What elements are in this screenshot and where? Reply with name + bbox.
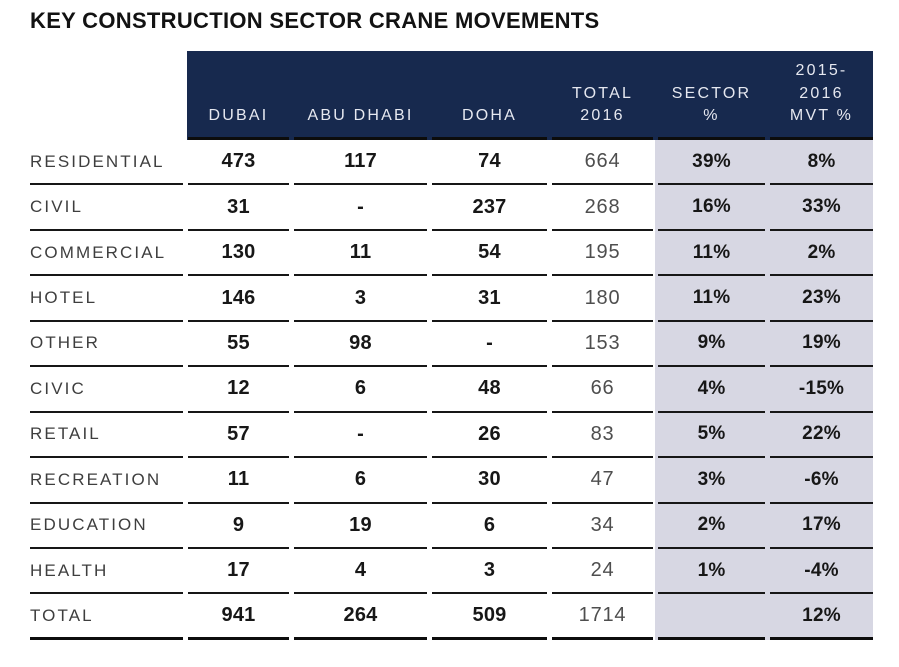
- value-mvt-pct: 22%: [770, 413, 873, 459]
- col-header-doha: DOHA: [432, 51, 547, 140]
- value-sector-pct: 11%: [658, 276, 765, 322]
- value-total-2016: 24: [552, 549, 653, 595]
- value-abu-dhabi: 4: [294, 549, 427, 595]
- col-header-abu-dhabi: ABU DHABI: [294, 51, 427, 140]
- value-total-2016: 1714: [552, 594, 653, 640]
- value-mvt-pct: 33%: [770, 185, 873, 231]
- crane-table: DUBAI ABU DHABI DOHA TOTAL 2016 SECTOR %…: [30, 51, 873, 640]
- value-sector-pct: 2%: [658, 504, 765, 549]
- value-mvt-pct: 23%: [770, 276, 873, 322]
- value-abu-dhabi: -: [294, 413, 427, 459]
- sector-label: TOTAL: [30, 594, 183, 640]
- value-mvt-pct: 2%: [770, 231, 873, 277]
- value-abu-dhabi: 3: [294, 276, 427, 322]
- value-abu-dhabi: 98: [294, 322, 427, 368]
- value-doha: 31: [432, 276, 547, 322]
- value-total-2016: 153: [552, 322, 653, 368]
- value-mvt-pct: -15%: [770, 367, 873, 413]
- sector-label: OTHER: [30, 322, 183, 368]
- value-mvt-pct: 12%: [770, 594, 873, 640]
- col-header-mvt-pct: 2015- 2016 MVT %: [770, 51, 873, 140]
- value-abu-dhabi: -: [294, 185, 427, 231]
- col-header-dubai: DUBAI: [188, 51, 289, 140]
- value-abu-dhabi: 117: [294, 140, 427, 186]
- value-dubai: 473: [188, 140, 289, 186]
- value-abu-dhabi: 264: [294, 594, 427, 640]
- value-total-2016: 34: [552, 504, 653, 549]
- value-total-2016: 180: [552, 276, 653, 322]
- sector-label: HOTEL: [30, 276, 183, 322]
- header-band: [187, 51, 873, 140]
- value-dubai: 55: [188, 322, 289, 368]
- value-doha: -: [432, 322, 547, 368]
- value-doha: 48: [432, 367, 547, 413]
- value-abu-dhabi: 11: [294, 231, 427, 277]
- value-sector-pct: 3%: [658, 458, 765, 504]
- value-total-2016: 47: [552, 458, 653, 504]
- value-abu-dhabi: 6: [294, 367, 427, 413]
- value-sector-pct: 4%: [658, 367, 765, 413]
- value-doha: 237: [432, 185, 547, 231]
- value-dubai: 9: [188, 504, 289, 549]
- value-total-2016: 195: [552, 231, 653, 277]
- sector-label: HEALTH: [30, 549, 183, 595]
- value-doha: 3: [432, 549, 547, 595]
- value-dubai: 11: [188, 458, 289, 504]
- value-dubai: 130: [188, 231, 289, 277]
- value-total-2016: 664: [552, 140, 653, 186]
- sector-label: COMMERCIAL: [30, 231, 183, 277]
- value-total-2016: 268: [552, 185, 653, 231]
- col-header-sector-pct: SECTOR %: [658, 51, 765, 140]
- value-doha: 6: [432, 504, 547, 549]
- value-dubai: 941: [188, 594, 289, 640]
- sector-label: CIVIL: [30, 185, 183, 231]
- sector-label: CIVIC: [30, 367, 183, 413]
- value-mvt-pct: -6%: [770, 458, 873, 504]
- value-doha: 509: [432, 594, 547, 640]
- value-mvt-pct: 17%: [770, 504, 873, 549]
- value-sector-pct: 16%: [658, 185, 765, 231]
- value-doha: 26: [432, 413, 547, 459]
- sector-label: RETAIL: [30, 413, 183, 459]
- value-doha: 74: [432, 140, 547, 186]
- value-doha: 30: [432, 458, 547, 504]
- value-mvt-pct: 19%: [770, 322, 873, 368]
- value-sector-pct: 11%: [658, 231, 765, 277]
- value-mvt-pct: -4%: [770, 549, 873, 595]
- value-dubai: 31: [188, 185, 289, 231]
- value-sector-pct: 9%: [658, 322, 765, 368]
- sector-label: EDUCATION: [30, 504, 183, 549]
- sector-label: RESIDENTIAL: [30, 140, 183, 186]
- highlight-band: [655, 140, 873, 640]
- value-sector-pct: 1%: [658, 549, 765, 595]
- value-total-2016: 83: [552, 413, 653, 459]
- value-abu-dhabi: 6: [294, 458, 427, 504]
- value-dubai: 57: [188, 413, 289, 459]
- value-total-2016: 66: [552, 367, 653, 413]
- value-doha: 54: [432, 231, 547, 277]
- value-dubai: 146: [188, 276, 289, 322]
- value-dubai: 12: [188, 367, 289, 413]
- value-sector-pct: 39%: [658, 140, 765, 186]
- value-abu-dhabi: 19: [294, 504, 427, 549]
- value-mvt-pct: 8%: [770, 140, 873, 186]
- figure-title: KEY CONSTRUCTION SECTOR CRANE MOVEMENTS: [30, 8, 600, 33]
- sector-label: RECREATION: [30, 458, 183, 504]
- col-header-total-2016: TOTAL 2016: [552, 51, 653, 140]
- value-sector-pct: [658, 594, 765, 640]
- value-sector-pct: 5%: [658, 413, 765, 459]
- corner-cell: [30, 51, 183, 140]
- value-dubai: 17: [188, 549, 289, 595]
